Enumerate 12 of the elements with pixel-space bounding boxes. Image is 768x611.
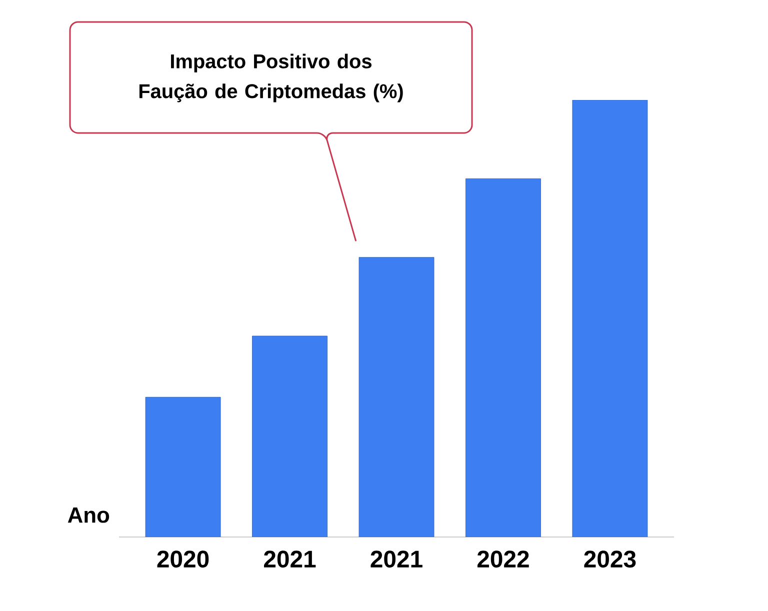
bar <box>358 257 434 537</box>
x-tick-label: 2021 <box>370 550 422 568</box>
x-axis-title: Ano <box>68 508 110 523</box>
bar <box>572 100 648 537</box>
chart-title: Impacto Positivo dos Faução de Criptomedas (%) <box>139 54 403 102</box>
x-tick-label: 2021 <box>264 550 316 568</box>
bar <box>466 178 541 537</box>
x-tick-label: 2020 <box>157 550 209 568</box>
x-tick-label: 2023 <box>584 550 636 568</box>
bar <box>145 396 221 537</box>
bar <box>252 336 328 537</box>
x-tick-label: 2022 <box>477 550 529 568</box>
